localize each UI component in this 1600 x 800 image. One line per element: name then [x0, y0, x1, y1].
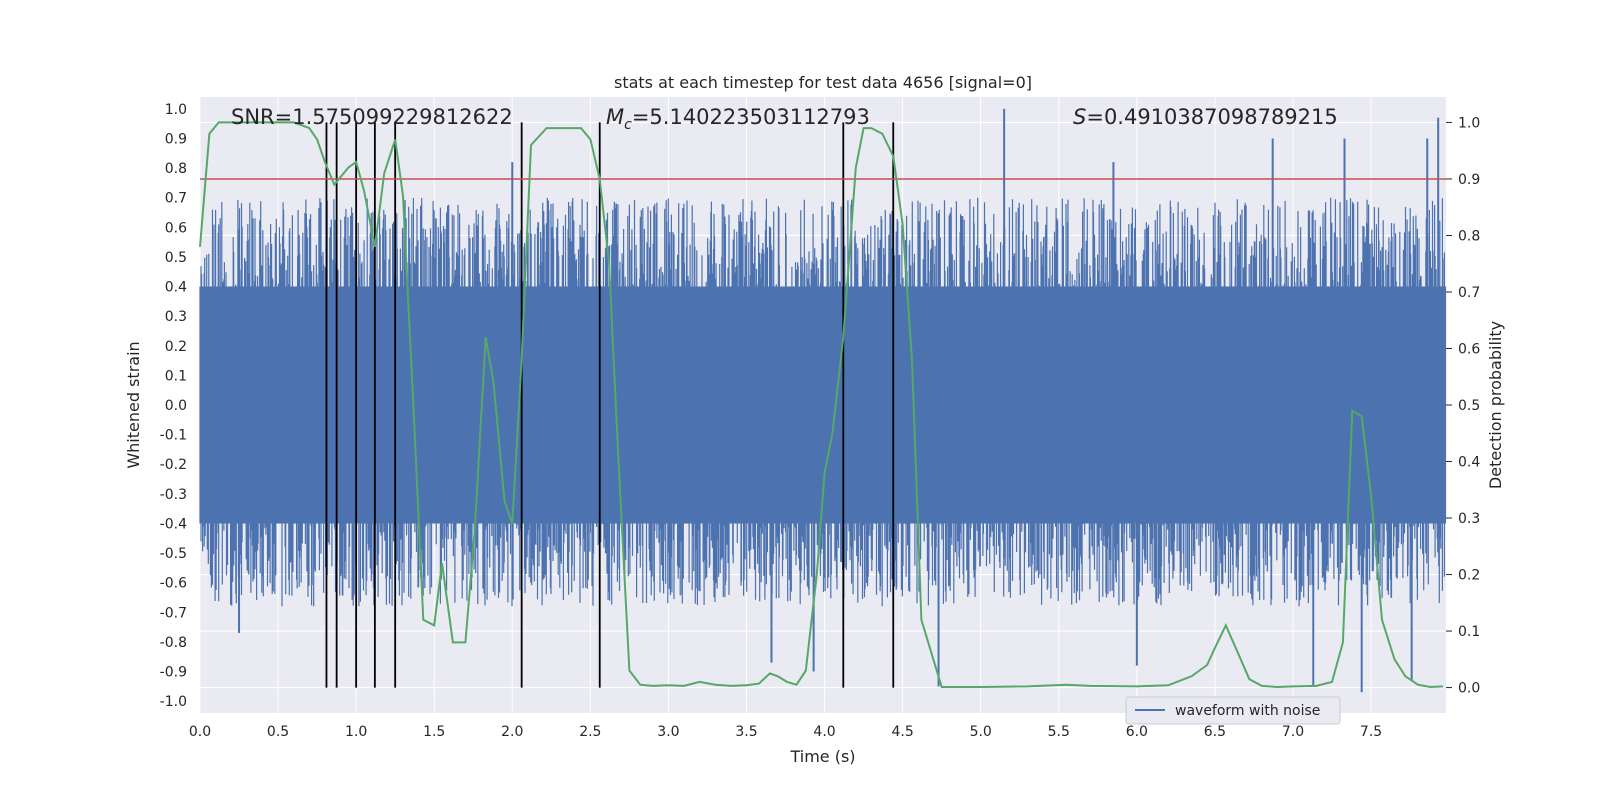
probability-line — [199, 121, 1443, 689]
y-tick-label: 0.6 — [165, 220, 187, 236]
legend-box — [1125, 696, 1341, 725]
y-tick-label: -1.0 — [160, 694, 187, 710]
y2-tick-label: 1.0 — [1458, 115, 1480, 131]
y-tick-label: -0.1 — [160, 428, 187, 444]
x-tick-label: 2.5 — [579, 724, 601, 740]
waveform-series — [199, 108, 1447, 693]
y-tick-label: 0.9 — [165, 131, 187, 147]
mc-subscript: c — [624, 117, 632, 133]
x-tick-label: 5.0 — [970, 724, 992, 740]
y-tick-label: 0.3 — [165, 309, 187, 325]
y2-tick-label: 0.7 — [1458, 285, 1480, 301]
x-axis-label: Time (s) — [789, 747, 855, 766]
legend-label: waveform with noise — [1175, 703, 1320, 719]
y2-ticks: 0.0 0.1 0.2 0.3 0.4 0.5 0.6 0.7 0.8 0.9 1.0 — [1446, 115, 1480, 697]
legend: waveform with noise — [1125, 696, 1341, 725]
y-tick-label: -0.2 — [160, 457, 187, 473]
s-annotation: S=0.4910387098789215 — [1073, 105, 1338, 129]
y2-tick-label: 0.2 — [1458, 568, 1480, 584]
x-tick-label: 6.0 — [1126, 724, 1148, 740]
y-tick-label: 0.1 — [165, 368, 187, 384]
y-tick-label: -0.4 — [160, 516, 187, 532]
y-tick-label: -0.5 — [160, 546, 187, 562]
x-tick-label: 4.5 — [891, 724, 913, 740]
y-tick-label: -0.7 — [160, 605, 187, 621]
chart-title: stats at each timestep for test data 465… — [614, 73, 1032, 92]
y-tick-label: 0.4 — [165, 280, 187, 296]
x-tick-label: 1.0 — [345, 724, 367, 740]
y2-tick-label: 0.4 — [1458, 455, 1480, 471]
x-tick-label: 3.5 — [735, 724, 757, 740]
y-tick-label: 0.8 — [165, 161, 187, 177]
x-tick-label: 1.5 — [423, 724, 445, 740]
y2-tick-label: 0.8 — [1458, 228, 1480, 244]
y2-axis-label: Detection probability — [1486, 321, 1505, 489]
y-ticks: -1.0 -0.9 -0.8 -0.7 -0.6 -0.5 -0.4 -0.3 -0.2 -0.1… — [160, 102, 187, 710]
y-tick-label: 0.5 — [165, 250, 187, 266]
y2-tick-label: 0.5 — [1458, 398, 1480, 414]
y-tick-label: -0.8 — [160, 635, 187, 651]
y-axis-label: Whitened strain — [124, 341, 143, 468]
x-tick-label: 2.0 — [501, 724, 523, 740]
snr-annotation: SNR=1.575099229812622 — [231, 105, 513, 129]
s-symbol: S — [1073, 105, 1086, 129]
y2-tick-label: 0.9 — [1458, 172, 1480, 188]
x-tick-label: 5.5 — [1048, 724, 1070, 740]
vertical-marker-lines — [325, 122, 895, 688]
y-tick-label: 0.0 — [165, 398, 187, 414]
y-tick-label: 1.0 — [165, 102, 187, 118]
mc-value: =5.140223503112793 — [632, 105, 870, 129]
x-tick-label: 6.5 — [1204, 724, 1226, 740]
x-tick-label: 0.0 — [189, 724, 211, 740]
x-tick-label: 4.0 — [813, 724, 835, 740]
y-tick-label: -0.6 — [160, 576, 187, 592]
y-tick-label: 0.2 — [165, 339, 187, 355]
y2-tick-label: 0.3 — [1458, 511, 1480, 527]
x-tick-label: 7.0 — [1282, 724, 1304, 740]
y2-tick-label: 0.6 — [1458, 341, 1480, 357]
y2-tick-label: 0.1 — [1458, 624, 1480, 640]
x-tick-label: 3.0 — [657, 724, 679, 740]
mc-symbol: M — [606, 105, 624, 129]
s-value: =0.4910387098789215 — [1086, 105, 1337, 129]
chirp-mass-annotation: Mc=5.140223503112793 — [606, 105, 870, 133]
x-tick-label: 7.5 — [1360, 724, 1382, 740]
y-tick-label: 0.7 — [165, 191, 187, 207]
y-tick-label: -0.3 — [160, 487, 187, 503]
x-tick-label: 0.5 — [267, 724, 289, 740]
y2-tick-label: 0.0 — [1458, 681, 1480, 697]
x-ticks: 0.0 0.5 1.0 1.5 2.0 2.5 3.0 3.5 4.0 4.5 5.0 5.5 6.0 6… — [189, 724, 1382, 740]
y-tick-label: -0.9 — [160, 665, 187, 681]
